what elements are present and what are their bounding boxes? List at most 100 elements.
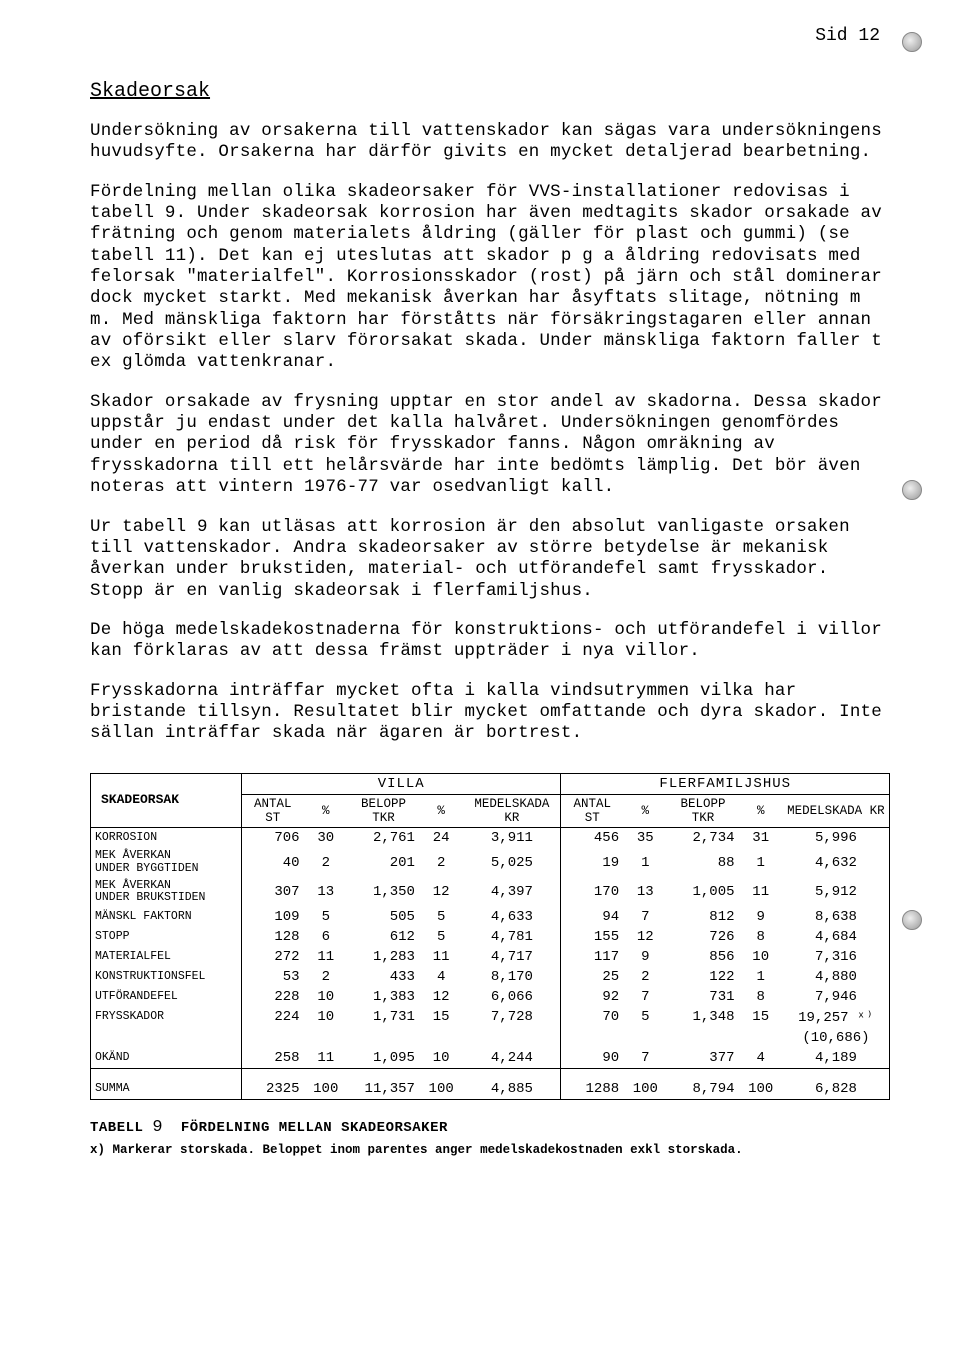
table-cell: 1288 (561, 1079, 623, 1100)
punch-hole-icon (902, 32, 922, 52)
table-cell: 11 (419, 947, 463, 967)
data-table: SKADEORSAK VILLA FLERFAMILJSHUS ANTAL ST… (90, 773, 890, 1100)
table-row: UTFÖRANDEFEL228101,383126,06692773187,94… (91, 987, 890, 1007)
table-cell: 856 (668, 947, 739, 967)
table-cell: 6 (304, 927, 348, 947)
row-label: MEK ÅVERKAN UNDER BYGGTIDEN (91, 848, 242, 877)
table-cell: 4,633 (463, 907, 561, 927)
table-cell: 100 (623, 1079, 667, 1100)
table-cell: 11 (304, 947, 348, 967)
table-cell: 612 (348, 927, 419, 947)
table-caption: TABELL 9 FÖRDELNING MELLAN SKADEORSAKER (90, 1118, 890, 1137)
table-footnote: x) Markerar storskada. Beloppet inom par… (90, 1143, 890, 1157)
table-cell: 4,189 (783, 1048, 890, 1069)
caption-text: FÖRDELNING MELLAN SKADEORSAKER (181, 1120, 448, 1136)
table-cell (419, 1028, 463, 1048)
table-cell: 155 (561, 927, 623, 947)
table-cell: 5,996 (783, 828, 890, 849)
table-cell: 4 (739, 1048, 783, 1069)
caption-prefix: TABELL (90, 1120, 143, 1136)
table-row: KONSTRUKTIONSFEL53243348,17025212214,880 (91, 967, 890, 987)
column-header: % (623, 794, 667, 828)
table-cell: 1,005 (668, 878, 739, 907)
table-cell: 24 (419, 828, 463, 849)
table-cell: 11 (304, 1048, 348, 1069)
table-cell: 201 (348, 848, 419, 877)
column-header: % (419, 794, 463, 828)
table-cell: 1,350 (348, 878, 419, 907)
table-cell: 706 (241, 828, 303, 849)
table-cell: 8,170 (463, 967, 561, 987)
table-cell: 31 (739, 828, 783, 849)
table-cell: 4,717 (463, 947, 561, 967)
table-cell: 2 (623, 967, 667, 987)
table-cell: 5,025 (463, 848, 561, 877)
table-cell: 6,066 (463, 987, 561, 1007)
table-cell: 8 (739, 927, 783, 947)
document-page: Sid 12 Skadeorsak Undersökning av orsake… (0, 0, 960, 1197)
table-cell: 3,911 (463, 828, 561, 849)
table-cell: 1,731 (348, 1007, 419, 1028)
table-cell: 10 (739, 947, 783, 967)
body-paragraph: Fördelning mellan olika skadeorsaker för… (90, 182, 890, 374)
table-cell: (10,686) (783, 1028, 890, 1048)
row-label: KONSTRUKTIONSFEL (91, 967, 242, 987)
table-cell: 90 (561, 1048, 623, 1069)
table-cell (241, 1028, 303, 1048)
table-cell: 258 (241, 1048, 303, 1069)
table-cell: 5 (304, 907, 348, 927)
table-cell: 9 (739, 907, 783, 927)
table-row: FRYSSKADOR224101,731157,7287051,3481519,… (91, 1007, 890, 1028)
table-cell: 5 (419, 927, 463, 947)
punch-hole-icon (902, 910, 922, 930)
group-header-flerfamiljshus: FLERFAMILJSHUS (561, 773, 890, 794)
table-cell: 307 (241, 878, 303, 907)
table-cell: 100 (304, 1079, 348, 1100)
table-cell: 4,781 (463, 927, 561, 947)
column-header: ANTAL ST (561, 794, 623, 828)
table-cell: 10 (419, 1048, 463, 1069)
table-cell: 92 (561, 987, 623, 1007)
table-cell: 19,257 ˣ⁾ (783, 1007, 890, 1028)
table-cell: 2 (304, 967, 348, 987)
table-cell: 1,348 (668, 1007, 739, 1028)
row-label: MÄNSKL FAKTORN (91, 907, 242, 927)
table-cell: 456 (561, 828, 623, 849)
body-paragraph: Ur tabell 9 kan utläsas att korrosion är… (90, 517, 890, 602)
table-cell: 25 (561, 967, 623, 987)
row-label (91, 1028, 242, 1048)
table-row: MEK ÅVERKAN UNDER BRUKSTIDEN307131,35012… (91, 878, 890, 907)
table-row: MATERIALFEL272111,283114,7171179856107,3… (91, 947, 890, 967)
row-label: STOPP (91, 927, 242, 947)
table-body: KORROSION706302,761243,911456352,734315,… (91, 828, 890, 1069)
column-header: % (739, 794, 783, 828)
row-label: FRYSSKADOR (91, 1007, 242, 1028)
table-cell: 170 (561, 878, 623, 907)
table-cell: 11 (739, 878, 783, 907)
table-cell (348, 1028, 419, 1048)
table-cell: 100 (739, 1079, 783, 1100)
table-cell (304, 1028, 348, 1048)
table-cell: 7,316 (783, 947, 890, 967)
column-header: BELOPP TKR (348, 794, 419, 828)
table-cell: 8,794 (668, 1079, 739, 1100)
table-cell: 7,946 (783, 987, 890, 1007)
table-cell: 1,383 (348, 987, 419, 1007)
table-cell: 7 (623, 907, 667, 927)
table-cell: 7 (623, 987, 667, 1007)
table-cell: 1,283 (348, 947, 419, 967)
table-cell (463, 1028, 561, 1048)
table-cell: 5 (419, 907, 463, 927)
table-cell: 30 (304, 828, 348, 849)
column-header: MEDELSKADA KR (783, 794, 890, 828)
table-cell: 7,728 (463, 1007, 561, 1028)
table-cell: 2 (419, 848, 463, 877)
page-number: Sid 12 (815, 26, 880, 46)
table-cell: 4,397 (463, 878, 561, 907)
table-cell: 6,828 (783, 1079, 890, 1100)
table-cell: 228 (241, 987, 303, 1007)
table-cell: 2 (304, 848, 348, 877)
table-row: (10,686) (91, 1028, 890, 1048)
table-cell: 12 (623, 927, 667, 947)
punch-hole-icon (902, 480, 922, 500)
